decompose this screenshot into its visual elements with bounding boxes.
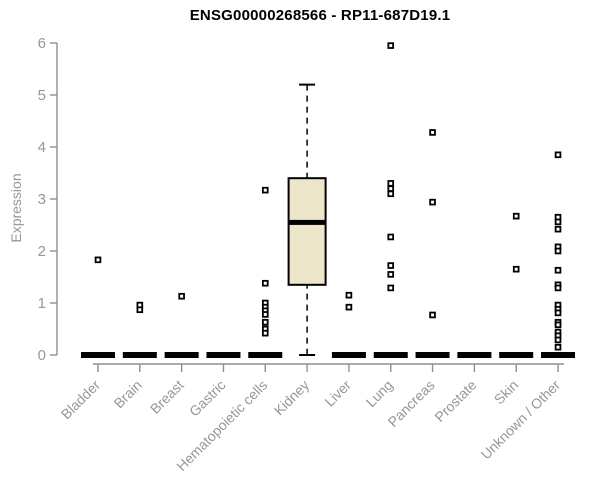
outlier-point xyxy=(554,218,562,226)
outlier-point xyxy=(261,329,269,337)
outlier-point xyxy=(554,321,562,329)
median-line xyxy=(288,219,326,225)
outlier-point xyxy=(387,42,395,49)
outlier-point xyxy=(345,291,353,299)
outlier-point xyxy=(387,262,395,269)
zero-bar xyxy=(457,352,492,358)
box xyxy=(287,177,327,286)
zero-bar xyxy=(81,352,115,358)
outlier-point xyxy=(554,266,562,274)
outlier-point xyxy=(261,186,269,194)
zero-bar xyxy=(541,352,576,358)
y-tick-label: 5 xyxy=(38,87,46,104)
category-label: Kidney xyxy=(271,377,313,419)
y-tick-label: 3 xyxy=(38,191,46,208)
y-tick-label: 1 xyxy=(38,295,46,312)
outlier-point xyxy=(554,336,562,344)
outlier-point xyxy=(554,284,562,292)
outlier-point xyxy=(94,256,102,264)
outlier-point xyxy=(387,185,395,192)
zero-bar xyxy=(248,352,283,358)
outlier-point xyxy=(554,151,562,159)
zero-bar xyxy=(164,352,199,358)
outlier-point xyxy=(261,318,269,326)
category-label: Liver xyxy=(321,377,354,410)
category-label: Prostate xyxy=(431,377,479,425)
zero-bar xyxy=(415,352,450,358)
zero-bar xyxy=(331,352,366,358)
category-label: Lung xyxy=(363,377,396,410)
chart-title: ENSG00000268566 - RP11-687D19.1 xyxy=(189,7,451,24)
y-tick-label: 6 xyxy=(38,35,46,52)
zero-bar xyxy=(206,352,241,358)
outlier-point xyxy=(554,309,562,317)
outlier-point xyxy=(178,292,185,300)
zero-bar xyxy=(499,352,534,358)
outlier-point xyxy=(554,247,562,255)
outlier-point xyxy=(387,190,395,198)
zero-bar xyxy=(122,352,157,358)
outlier-point xyxy=(345,303,353,311)
category-label: Unknown / Other xyxy=(478,377,564,463)
outlier-point xyxy=(429,129,436,136)
outlier-point xyxy=(136,306,144,314)
y-tick-label: 4 xyxy=(38,139,46,156)
y-tick-label: 2 xyxy=(38,243,46,260)
outlier-point xyxy=(429,311,436,319)
outlier-point xyxy=(512,212,520,220)
outlier-point xyxy=(261,279,269,287)
outlier-point xyxy=(261,311,269,318)
y-tick-label: 0 xyxy=(38,347,46,364)
outlier-point xyxy=(554,225,562,233)
outlier-point xyxy=(429,198,436,206)
category-label: Breast xyxy=(147,377,187,417)
category-label: Brain xyxy=(111,377,145,411)
outlier-point xyxy=(512,265,520,273)
zero-bar xyxy=(373,352,408,358)
outlier-point xyxy=(387,284,395,292)
category-label: Skin xyxy=(491,377,522,408)
outlier-point xyxy=(387,180,395,187)
outlier-point xyxy=(554,343,562,351)
outlier-point xyxy=(387,271,395,278)
category-label: Bladder xyxy=(58,377,104,423)
outlier-point xyxy=(387,233,395,241)
